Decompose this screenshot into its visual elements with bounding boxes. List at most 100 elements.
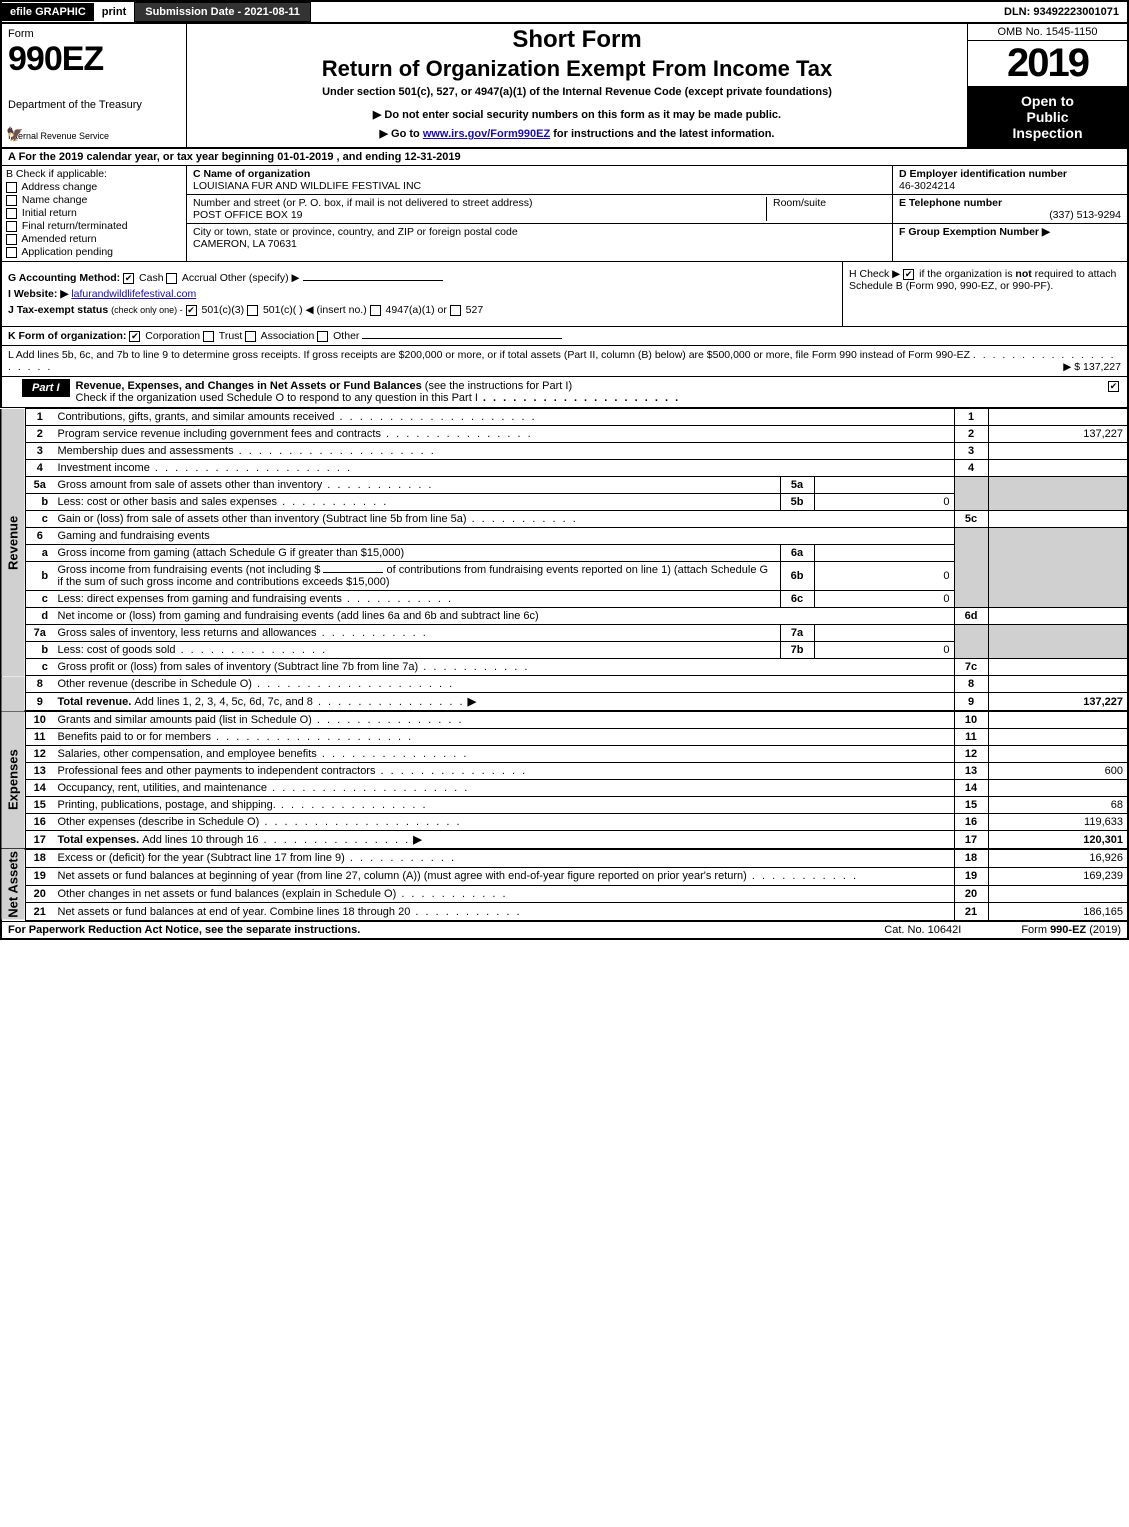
row-12: 12 Salaries, other compensation, and emp… xyxy=(1,746,1128,763)
r9-colnum: 9 xyxy=(954,693,988,712)
r6d-num: d xyxy=(26,608,54,625)
chk-501c[interactable] xyxy=(247,305,258,316)
r7a-inl-num: 7a xyxy=(780,625,814,642)
r11-amt xyxy=(988,729,1128,746)
chk-name-change-label: Name change xyxy=(22,194,87,206)
r5a-inl-num: 5a xyxy=(780,477,814,494)
part1-header: Part I Revenue, Expenses, and Changes in… xyxy=(0,377,1129,408)
r6d-colnum: 6d xyxy=(954,608,988,625)
chk-schedule-b[interactable] xyxy=(903,269,914,280)
open-to-public: Open to Public Inspection xyxy=(968,87,1127,147)
line-h-not: not xyxy=(1015,268,1031,280)
footer-form-post: (2019) xyxy=(1086,924,1121,936)
trust-label: Trust xyxy=(219,330,243,342)
part1-table: Revenue 1 Contributions, gifts, grants, … xyxy=(0,408,1129,921)
corporation-label: Corporation xyxy=(145,330,200,342)
dln-number: DLN: 93492223001071 xyxy=(996,3,1127,21)
row-4: 4 Investment income 4 xyxy=(1,460,1128,477)
r7c-desc: Gross profit or (loss) from sales of inv… xyxy=(58,661,419,673)
other-specify-label: Other (specify) ▶ xyxy=(220,272,300,284)
chk-trust[interactable] xyxy=(203,331,214,342)
open-line2: Public xyxy=(1026,109,1068,125)
r10-colnum: 10 xyxy=(954,711,988,729)
chk-other-org[interactable] xyxy=(317,331,328,342)
chk-initial-return[interactable]: Initial return xyxy=(6,207,182,219)
r7b-num: b xyxy=(26,642,54,659)
chk-address-change-label: Address change xyxy=(21,181,97,193)
expenses-side-label: Expenses xyxy=(1,711,26,849)
r5a-desc: Gross amount from sale of assets other t… xyxy=(58,479,323,491)
chk-final-return[interactable]: Final return/terminated xyxy=(6,220,182,232)
r3-num: 3 xyxy=(26,443,54,460)
print-label[interactable]: print xyxy=(94,3,134,21)
goto-pre: ▶ Go to xyxy=(380,128,423,140)
other-org-input[interactable] xyxy=(362,338,562,339)
501c3-label: 501(c)(3) xyxy=(201,304,244,316)
chk-501c3[interactable] xyxy=(186,305,197,316)
part1-check-text: Check if the organization used Schedule … xyxy=(76,392,478,404)
r7a-num: 7a xyxy=(26,625,54,642)
r19-colnum: 19 xyxy=(954,867,988,885)
r15-desc: Printing, publications, postage, and shi… xyxy=(58,799,276,811)
r14-desc: Occupancy, rent, utilities, and maintena… xyxy=(58,782,268,794)
row-5c: c Gain or (loss) from sale of assets oth… xyxy=(1,511,1128,528)
r17-colnum: 17 xyxy=(954,831,988,850)
row-1: Revenue 1 Contributions, gifts, grants, … xyxy=(1,409,1128,426)
other-specify-input[interactable] xyxy=(303,280,443,281)
row-8: 8 Other revenue (describe in Schedule O)… xyxy=(1,676,1128,693)
chk-accrual[interactable] xyxy=(166,273,177,284)
r5b-inl-num: 5b xyxy=(780,494,814,511)
chk-application-pending[interactable]: Application pending xyxy=(6,246,182,258)
r2-amt: 137,227 xyxy=(988,426,1128,443)
r7b-inl-amt: 0 xyxy=(814,642,954,659)
dept-treasury: Department of the Treasury xyxy=(8,99,180,111)
do-not-enter-ssn: ▶ Do not enter social security numbers o… xyxy=(195,108,959,121)
chk-cash[interactable] xyxy=(123,273,134,284)
line-g-label: G Accounting Method: xyxy=(8,272,120,284)
chk-final-return-label: Final return/terminated xyxy=(22,220,128,232)
return-title: Return of Organization Exempt From Incom… xyxy=(195,56,959,82)
part1-title: Revenue, Expenses, and Changes in Net As… xyxy=(70,377,1108,407)
r8-num: 8 xyxy=(26,676,54,693)
r6c-inl-num: 6c xyxy=(780,591,814,608)
cat-no: Cat. No. 10642I xyxy=(884,924,961,936)
r7c-amt xyxy=(988,659,1128,676)
r12-desc: Salaries, other compensation, and employ… xyxy=(58,748,317,760)
under-section-note: Under section 501(c), 527, or 4947(a)(1)… xyxy=(195,86,959,98)
r5a-inl-amt xyxy=(814,477,954,494)
header-middle: Short Form Return of Organization Exempt… xyxy=(187,24,967,147)
r18-num: 18 xyxy=(26,849,54,867)
footer-form-pre: Form xyxy=(1021,924,1050,936)
r6b-input[interactable] xyxy=(323,572,383,573)
form-word: Form xyxy=(8,28,180,40)
row-6: 6 Gaming and fundraising events xyxy=(1,528,1128,545)
form-id-footer: Form 990-EZ (2019) xyxy=(1021,924,1121,936)
chk-address-change[interactable]: Address change xyxy=(6,181,182,193)
box-d-e-f: D Employer identification number 46-3024… xyxy=(892,166,1127,261)
chk-association[interactable] xyxy=(245,331,256,342)
line-h-text1: H Check ▶ xyxy=(849,268,900,280)
r12-colnum: 12 xyxy=(954,746,988,763)
chk-4947[interactable] xyxy=(370,305,381,316)
chk-amended-return[interactable]: Amended return xyxy=(6,233,182,245)
line-i: I Website: ▶ lafurandwildlifefestival.co… xyxy=(8,288,836,300)
goto-link[interactable]: www.irs.gov/Form990EZ xyxy=(423,128,550,140)
r2-colnum: 2 xyxy=(954,426,988,443)
row-17: 17 Total expenses. Add lines 10 through … xyxy=(1,831,1128,850)
line-j: J Tax-exempt status (check only one) - 5… xyxy=(8,304,836,316)
r1-num: 1 xyxy=(26,409,54,426)
chk-527[interactable] xyxy=(450,305,461,316)
chk-schedule-o[interactable] xyxy=(1108,381,1119,392)
r7b-desc: Less: cost of goods sold xyxy=(58,644,176,656)
chk-name-change[interactable]: Name change xyxy=(6,194,182,206)
r7a-inl-amt xyxy=(814,625,954,642)
website-link[interactable]: lafurandwildlifefestival.com xyxy=(71,288,196,300)
top-bar: efile GRAPHIC print Submission Date - 20… xyxy=(0,0,1129,22)
ein-value: 46-3024214 xyxy=(899,180,955,192)
open-line1: Open to xyxy=(1021,93,1074,109)
chk-corporation[interactable] xyxy=(129,331,140,342)
tel-label: E Telephone number xyxy=(899,197,1002,209)
r5c-amt xyxy=(988,511,1128,528)
r14-amt xyxy=(988,780,1128,797)
r6-num: 6 xyxy=(26,528,54,545)
